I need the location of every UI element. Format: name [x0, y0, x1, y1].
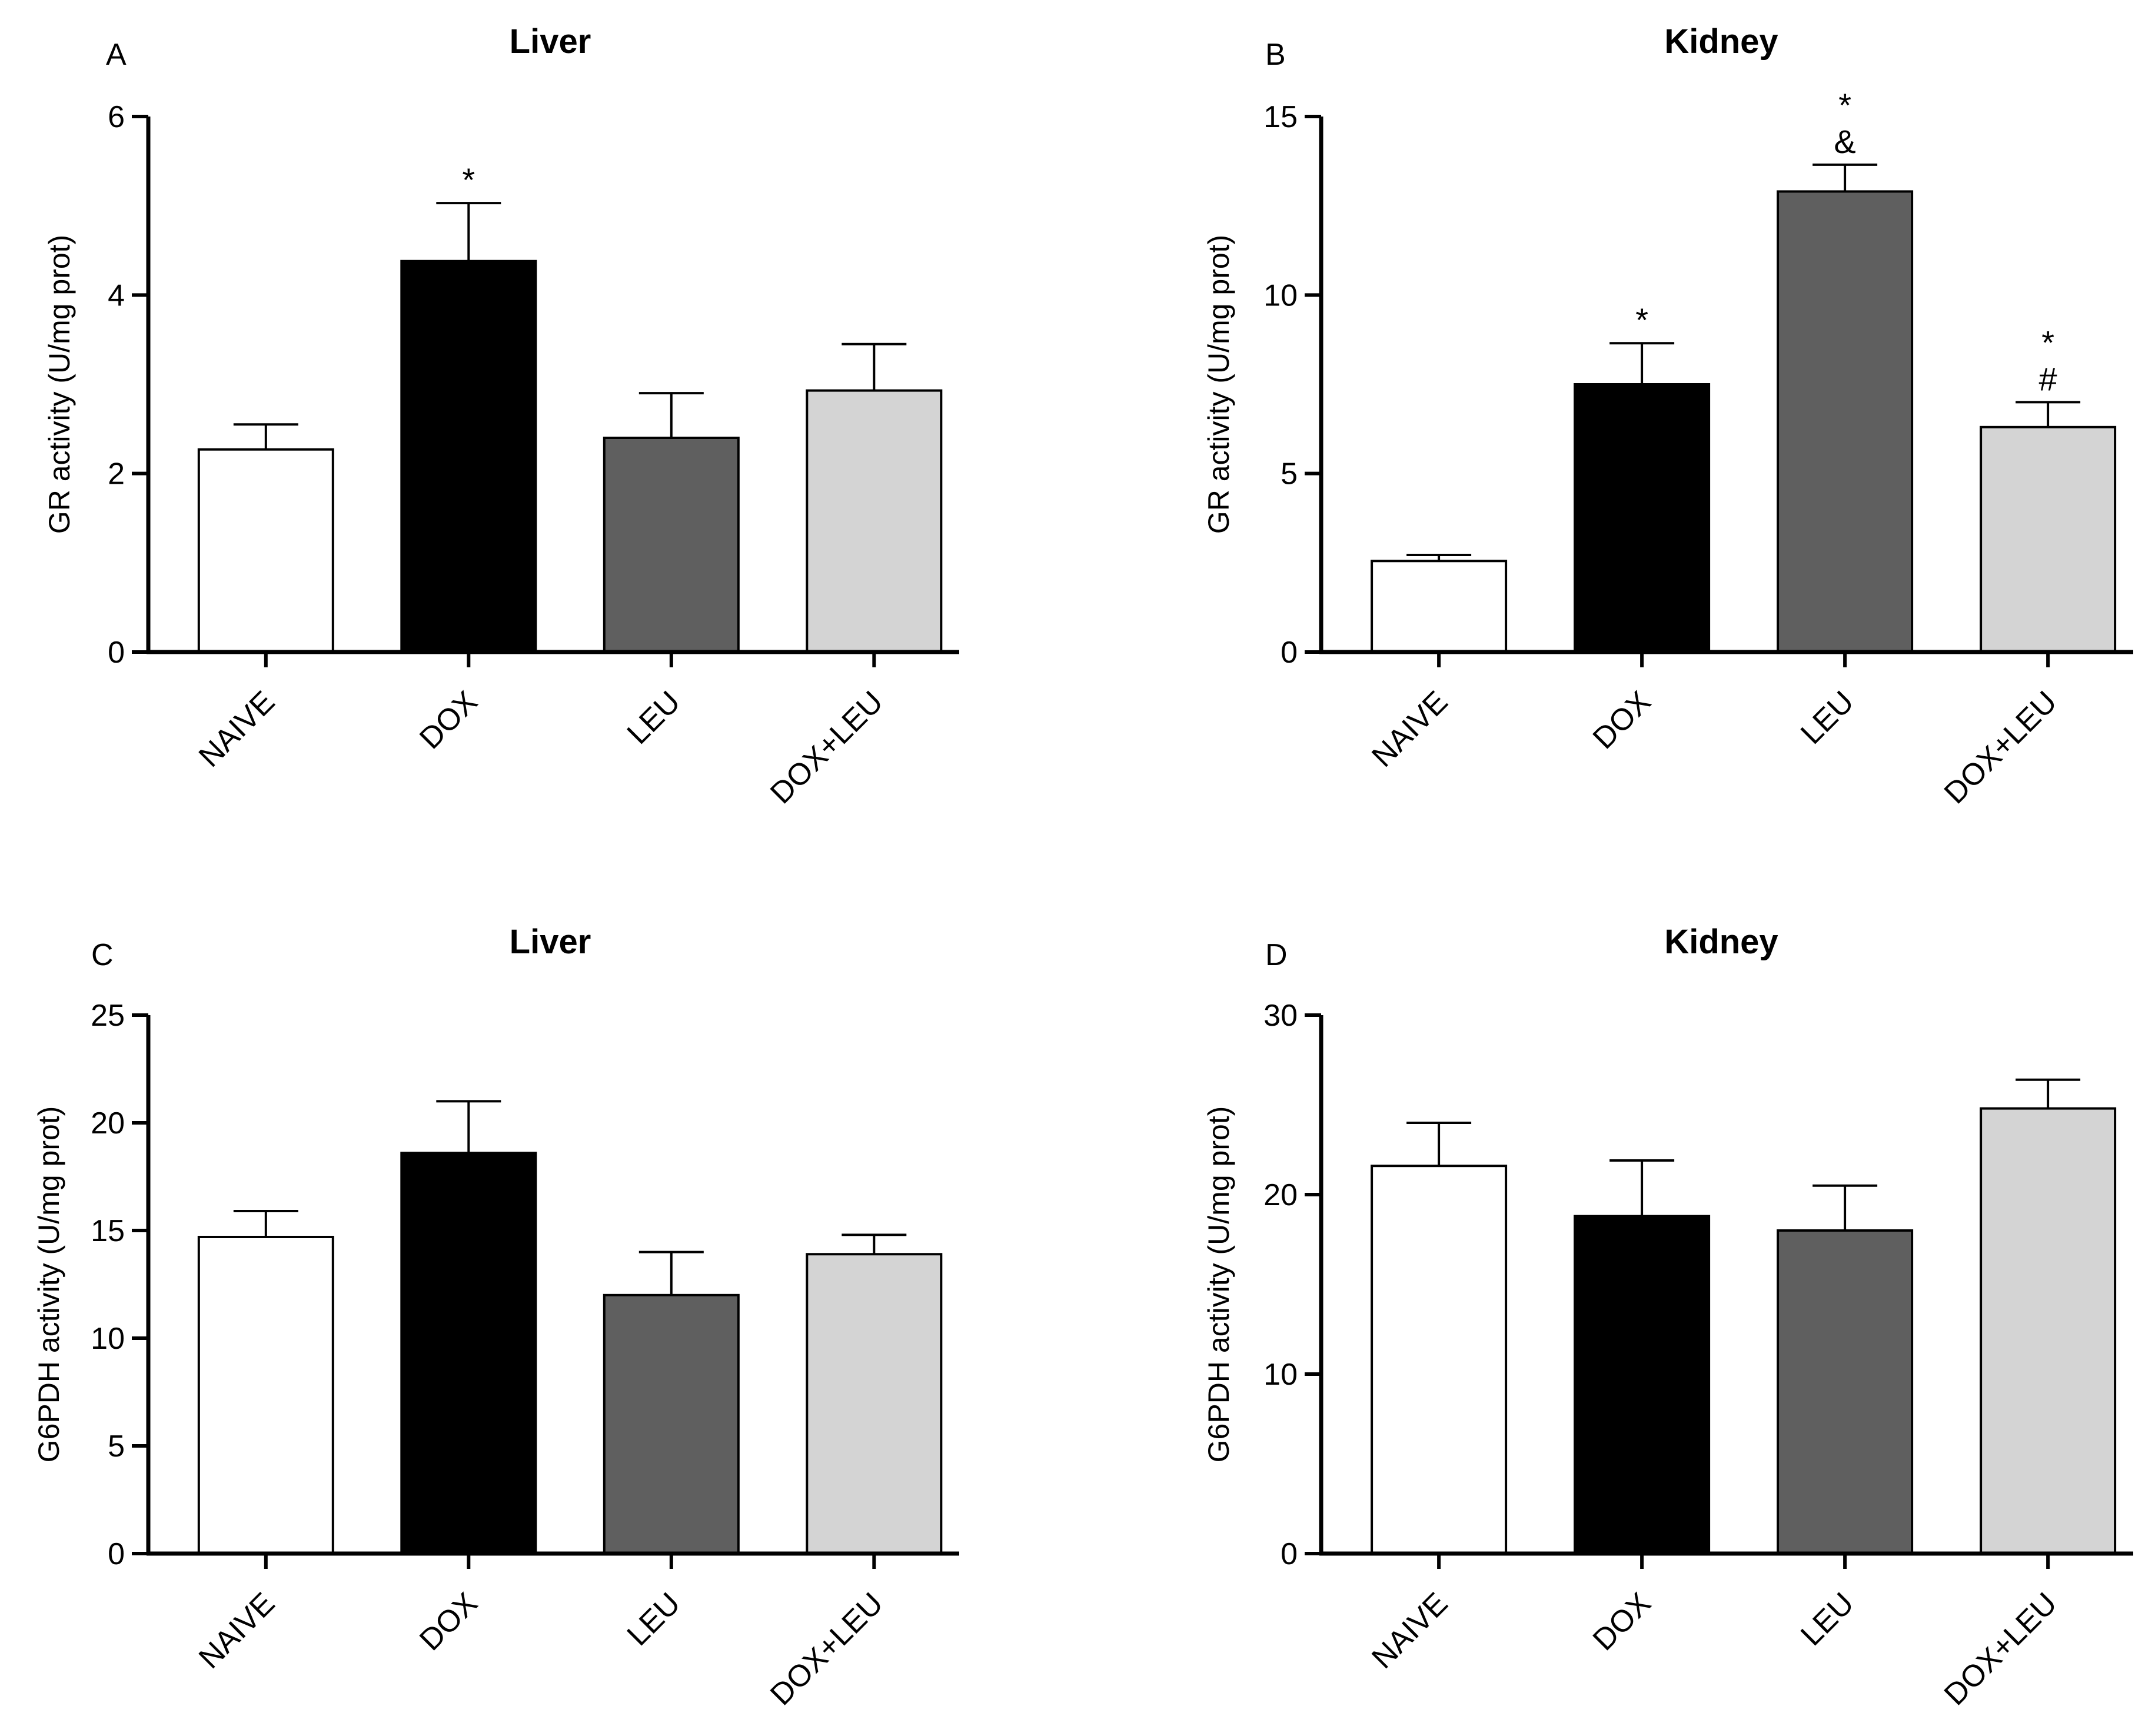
x-tick-label: LEU	[621, 1586, 687, 1652]
x-tick-label: NAIVE	[1365, 1586, 1454, 1675]
panel-d: D Kidney G6PDH activity (U/mg prot) NAIVE DO…	[1202, 923, 2133, 1712]
bar-leu	[1777, 1229, 1914, 1555]
x-tick-label: DOX	[1587, 1586, 1658, 1657]
bar-naive	[1371, 1165, 1508, 1555]
bar-naive	[1371, 560, 1508, 653]
x-tick-label: DOX+LEU	[764, 684, 890, 810]
y-tick-label: 15	[1263, 100, 1298, 134]
bar-dox	[1574, 1215, 1711, 1555]
y-tick-label: 15	[91, 1214, 125, 1248]
panel-letter: B	[1265, 38, 1286, 72]
chart-title: Kidney	[1664, 923, 1778, 961]
y-tick-label: 6	[108, 100, 125, 134]
y-axis-label: G6PDH activity (U/mg prot)	[1202, 1106, 1235, 1463]
y-tick-label: 2	[108, 457, 125, 491]
y-axis-label: GR activity (U/mg prot)	[43, 235, 76, 534]
bar-naive	[197, 1235, 334, 1555]
x-tick-label: LEU	[1794, 1586, 1861, 1652]
bar-dox	[400, 260, 537, 653]
significance-mark: #	[2039, 360, 2057, 397]
bar-leu	[603, 1293, 740, 1555]
y-tick-label: 0	[108, 1537, 125, 1571]
y-tick-label: 5	[1281, 457, 1298, 491]
bar-dox	[400, 1152, 537, 1555]
x-tick-label: NAIVE	[1365, 684, 1454, 773]
x-tick-label: NAIVE	[192, 1586, 281, 1675]
y-tick-label: 25	[91, 999, 125, 1033]
panel-a: A Liver GR activity (U/mg prot) NAIVE * DOX LE…	[43, 22, 959, 810]
bar-dox-leu	[1980, 1107, 2117, 1555]
y-tick-label: 30	[1263, 999, 1298, 1033]
y-tick-label: 10	[1263, 1358, 1298, 1392]
x-tick-label: DOX	[413, 1586, 484, 1657]
x-tick-label: LEU	[621, 684, 687, 751]
y-tick-label: 10	[1263, 278, 1298, 312]
y-tick-label: 0	[108, 636, 125, 670]
chart-title: Liver	[510, 923, 591, 961]
bar-dox-leu	[1980, 425, 2117, 653]
y-tick-label: 0	[1281, 636, 1298, 670]
x-tick-label: DOX+LEU	[764, 1586, 890, 1712]
y-tick-label: 10	[91, 1322, 125, 1356]
bar-dox-leu	[806, 389, 943, 653]
panel-letter: D	[1265, 938, 1288, 972]
y-tick-label: 5	[108, 1429, 125, 1464]
panel-c: C Liver G6PDH activity (U/mg prot) NAIVE DOX…	[32, 923, 959, 1712]
y-axis-label: GR activity (U/mg prot)	[1202, 235, 1235, 534]
x-tick-label: DOX+LEU	[1938, 1586, 2064, 1712]
x-tick-label: LEU	[1794, 684, 1861, 751]
y-tick-label: 4	[108, 278, 125, 312]
y-tick-label: 20	[91, 1106, 125, 1140]
y-axis-label: G6PDH activity (U/mg prot)	[32, 1106, 65, 1463]
bar-leu	[1777, 190, 1914, 653]
chart-title: Liver	[510, 22, 591, 61]
bar-leu	[603, 437, 740, 653]
significance-mark: *	[462, 161, 475, 198]
significance-mark: *	[1838, 87, 1851, 124]
y-tick-label: 0	[1281, 1537, 1298, 1571]
bar-dox-leu	[806, 1253, 943, 1555]
significance-mark: *	[1635, 301, 1648, 338]
y-tick-label: 20	[1263, 1178, 1298, 1212]
significance-mark: &	[1834, 123, 1855, 160]
panel-letter: C	[91, 938, 114, 972]
x-tick-label: DOX	[1587, 684, 1658, 756]
panel-letter: A	[106, 38, 127, 72]
bar-naive	[197, 448, 334, 653]
chart-title: Kidney	[1664, 22, 1778, 61]
panel-b: B Kidney GR activity (U/mg prot) NAIVE * DOX &…	[1202, 22, 2133, 810]
x-tick-label: DOX+LEU	[1938, 684, 2064, 810]
x-tick-label: NAIVE	[192, 684, 281, 773]
significance-mark: *	[2041, 324, 2054, 361]
bar-dox	[1574, 383, 1711, 653]
x-tick-label: DOX	[413, 684, 484, 756]
